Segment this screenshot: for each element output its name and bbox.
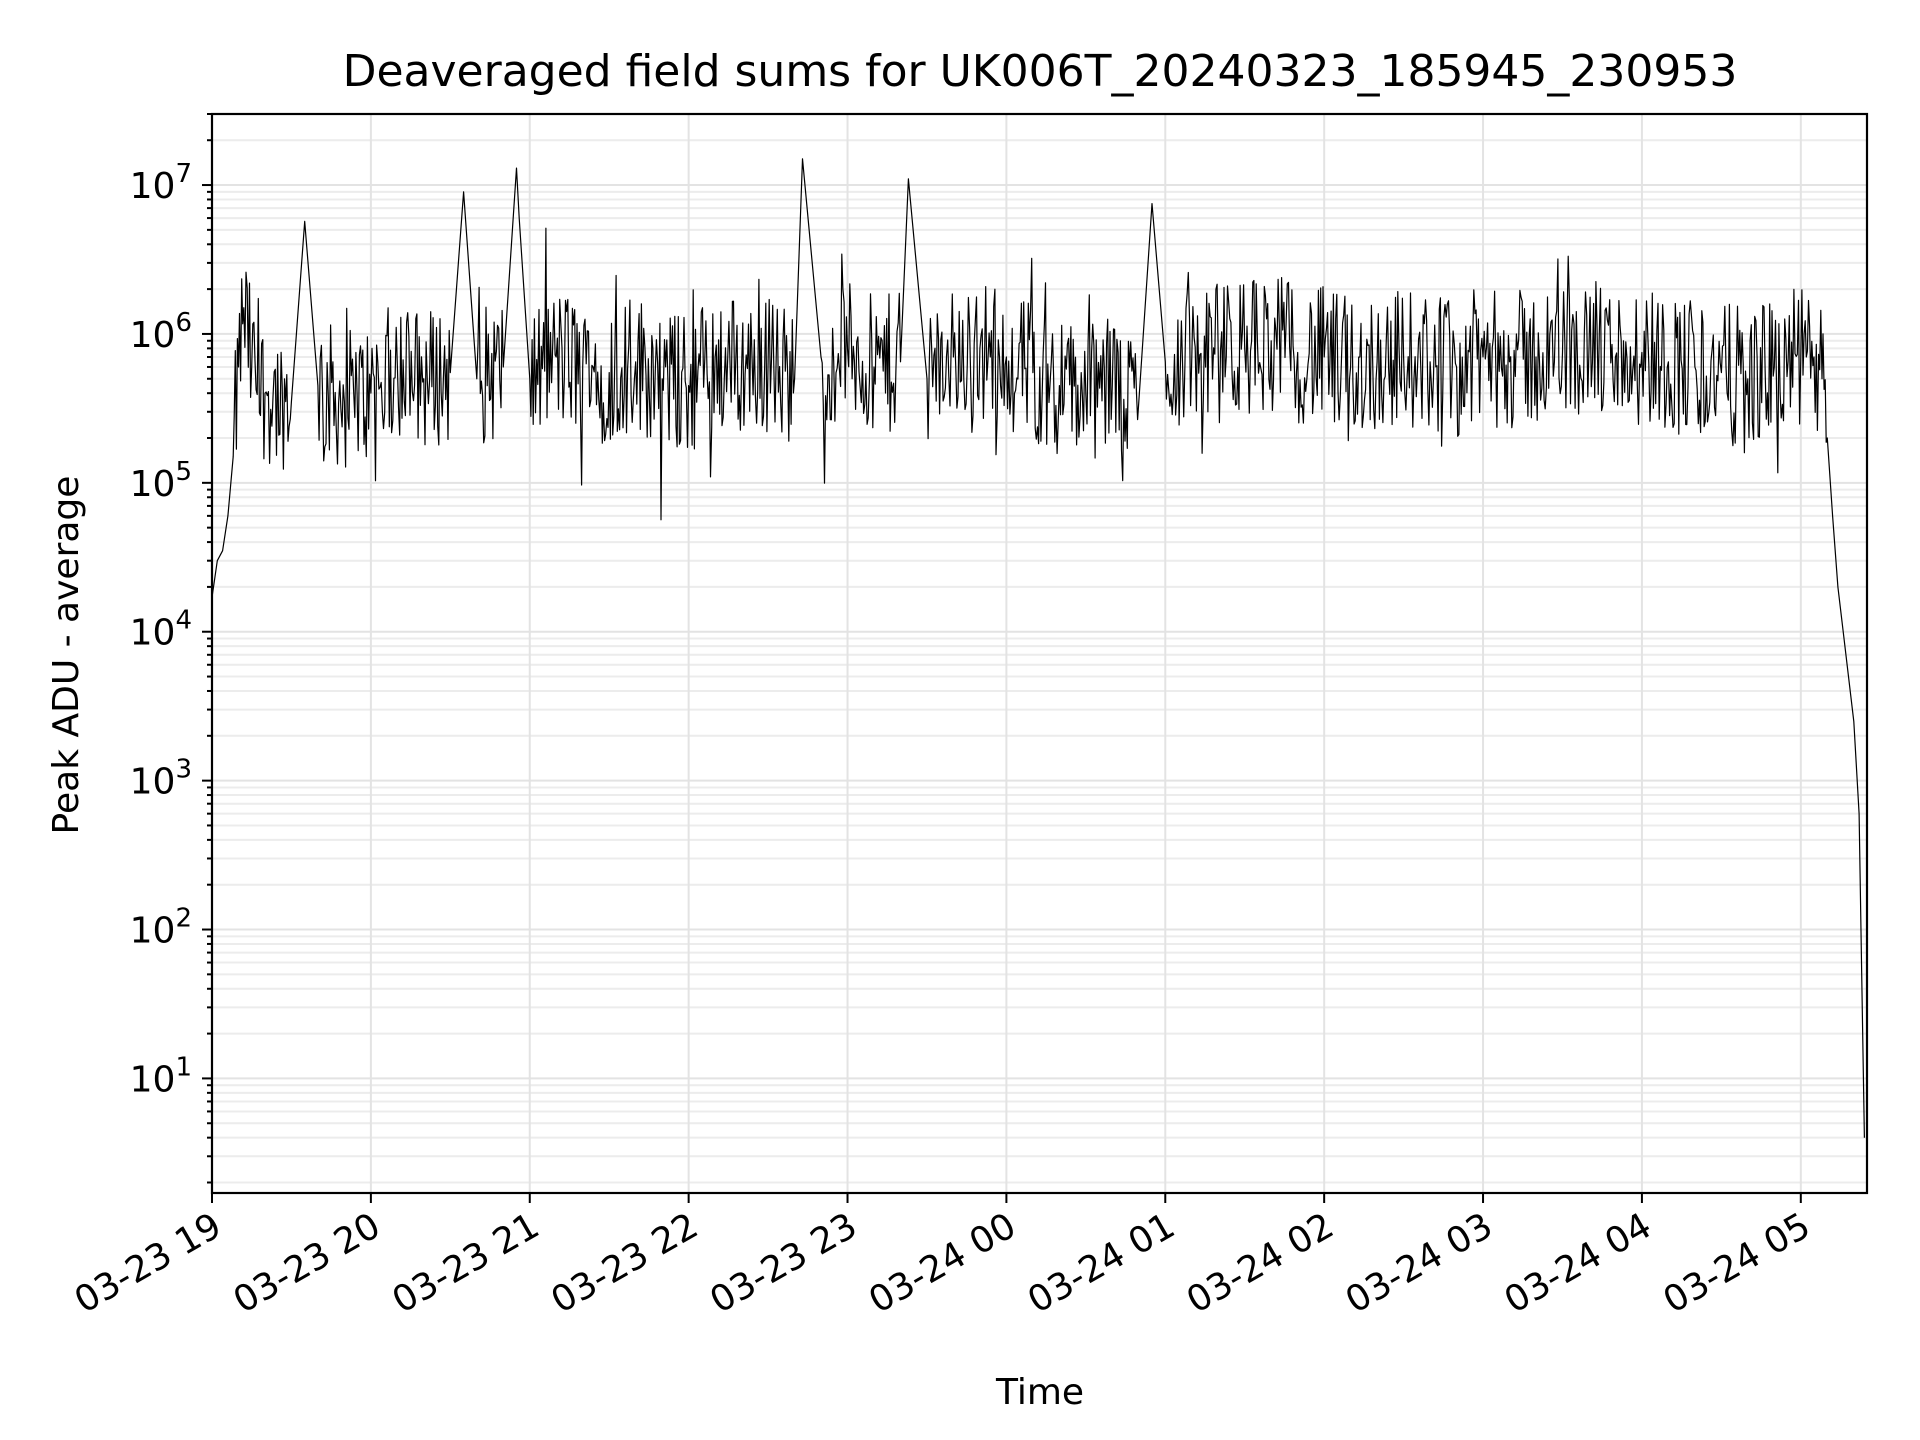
series-layer xyxy=(211,158,1865,1138)
y-tick-label: 107 xyxy=(130,159,192,207)
x-tick-label: 03-23 23 xyxy=(703,1205,864,1321)
y-tick-label: 106 xyxy=(130,308,192,356)
x-tick-label: 03-23 19 xyxy=(68,1205,229,1321)
y-tick-label: 104 xyxy=(130,606,192,654)
x-tick-label: 03-23 21 xyxy=(386,1205,547,1321)
y-axis-ticks: 101 102 103 104 105 106 107 xyxy=(130,113,212,1184)
y-axis-label: Peak ADU - average xyxy=(46,476,87,835)
x-tick-label: 03-24 00 xyxy=(862,1205,1023,1321)
x-tick-label: 03-23 22 xyxy=(544,1205,705,1321)
x-tick-label: 03-24 04 xyxy=(1498,1205,1659,1321)
y-tick-label: 102 xyxy=(130,904,192,952)
y-tick-label: 103 xyxy=(130,755,192,803)
x-axis-label: Time xyxy=(995,1372,1084,1413)
x-tick-label: 03-24 03 xyxy=(1339,1205,1500,1321)
x-tick-label: 03-24 05 xyxy=(1657,1205,1818,1321)
plot-frame xyxy=(210,112,1869,1195)
x-tick-label: 03-24 01 xyxy=(1021,1205,1182,1321)
grid-lines xyxy=(211,113,1867,1193)
x-tick-label: 03-24 02 xyxy=(1180,1205,1341,1321)
chart-title: Deaveraged field sums for UK006T_2024032… xyxy=(343,46,1738,97)
y-tick-label: 101 xyxy=(130,1052,192,1100)
x-tick-label: 03-23 20 xyxy=(227,1205,388,1321)
series-line-0 xyxy=(211,158,1865,1138)
y-tick-label: 105 xyxy=(130,457,192,505)
